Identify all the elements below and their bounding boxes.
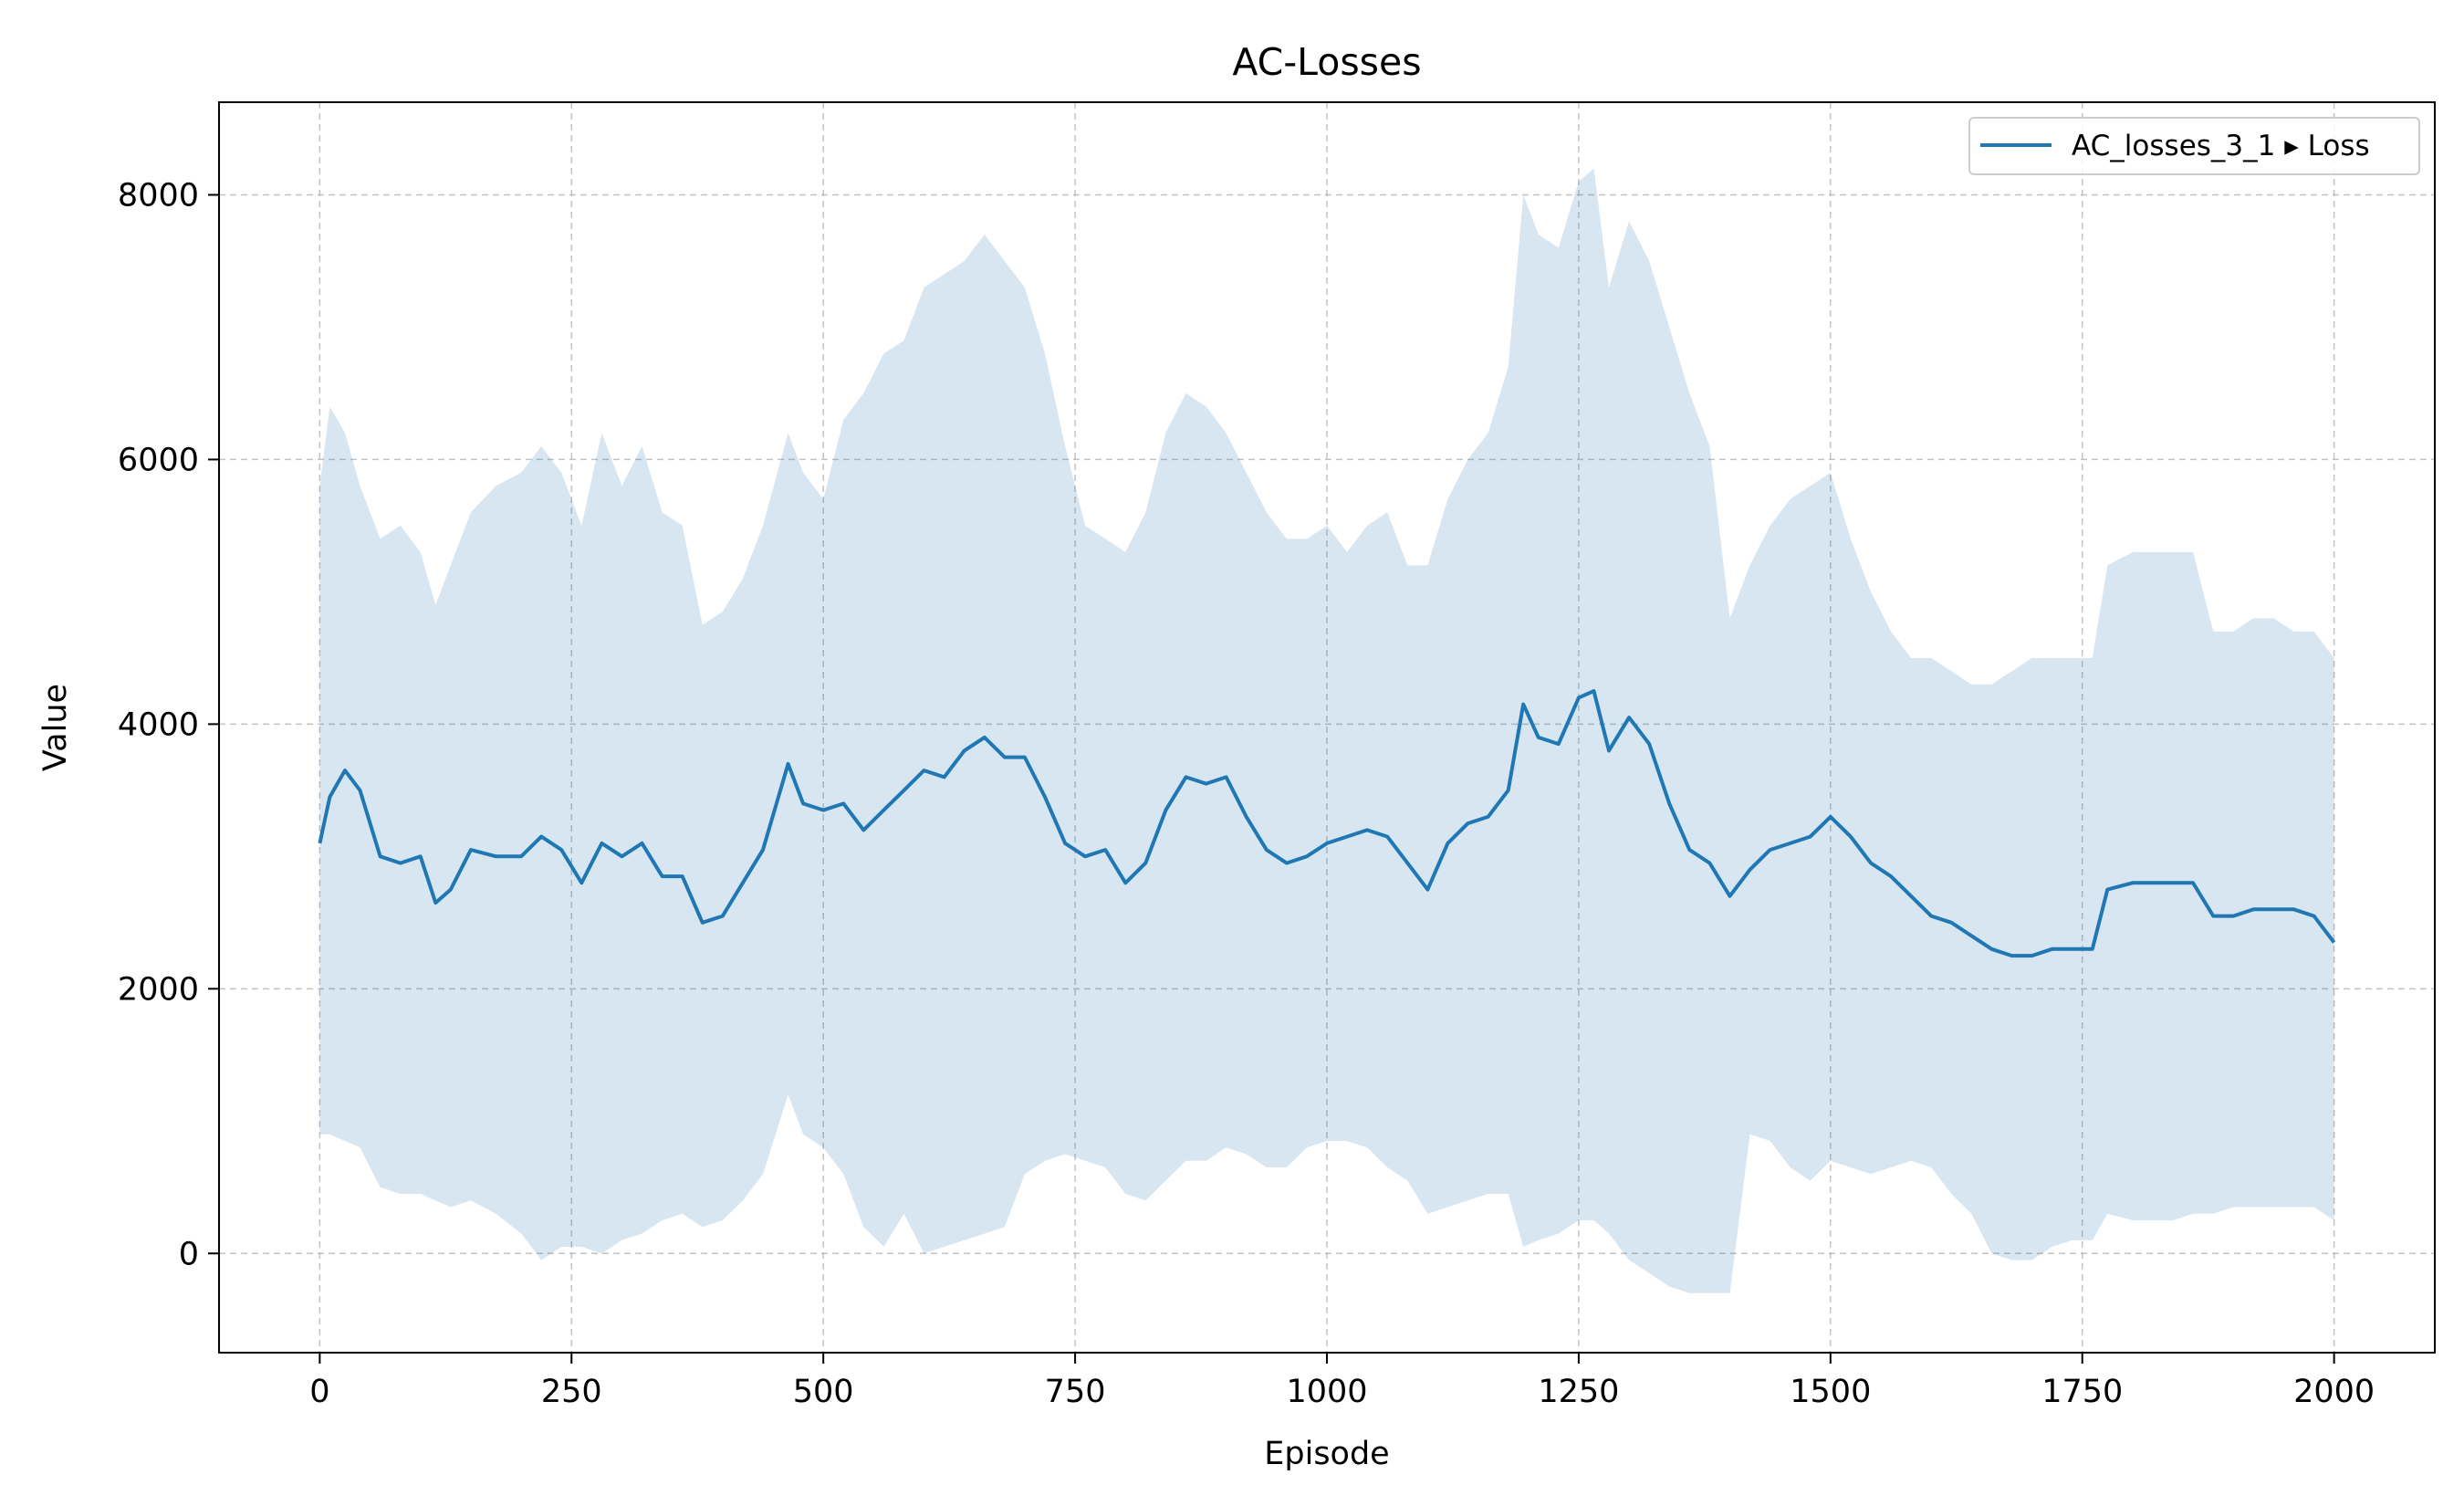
y-tick-label: 6000 [118, 442, 199, 478]
x-tick-label: 750 [1045, 1374, 1106, 1410]
x-tick-label: 0 [309, 1374, 329, 1410]
x-tick-label: 1500 [1790, 1374, 1871, 1410]
x-tick-label: 250 [541, 1374, 602, 1410]
x-tick-label: 1250 [1538, 1374, 1619, 1410]
y-tick-label: 2000 [118, 971, 199, 1008]
x-tick-label: 2000 [2293, 1374, 2375, 1410]
x-axis-ticks: 0 250 500 750 1000 1250 1500 1750 2000 [309, 1353, 2375, 1410]
y-tick-label: 0 [179, 1236, 199, 1272]
confidence-band [319, 168, 2334, 1293]
legend-box [1968, 117, 2420, 175]
legend: AC_losses_3_1 ▸ Loss [1968, 117, 2420, 175]
y-tick-label: 4000 [118, 706, 199, 743]
legend-entry-label: AC_losses_3_1 ▸ Loss [2072, 130, 2370, 162]
y-axis-ticks: 0 2000 4000 6000 8000 [118, 177, 219, 1272]
chart-title: AC-Losses [1232, 40, 1421, 84]
y-axis-label: Value [37, 684, 74, 771]
x-tick-label: 1000 [1286, 1374, 1367, 1410]
confidence-band-layer [319, 168, 2334, 1293]
x-tick-label: 1750 [2041, 1374, 2123, 1410]
x-axis-label: Episode [1264, 1436, 1389, 1472]
y-tick-label: 8000 [118, 177, 199, 214]
x-tick-label: 500 [793, 1374, 854, 1410]
series-line [318, 689, 2336, 958]
series-line-layer [318, 689, 2336, 958]
grid [219, 102, 2435, 1353]
